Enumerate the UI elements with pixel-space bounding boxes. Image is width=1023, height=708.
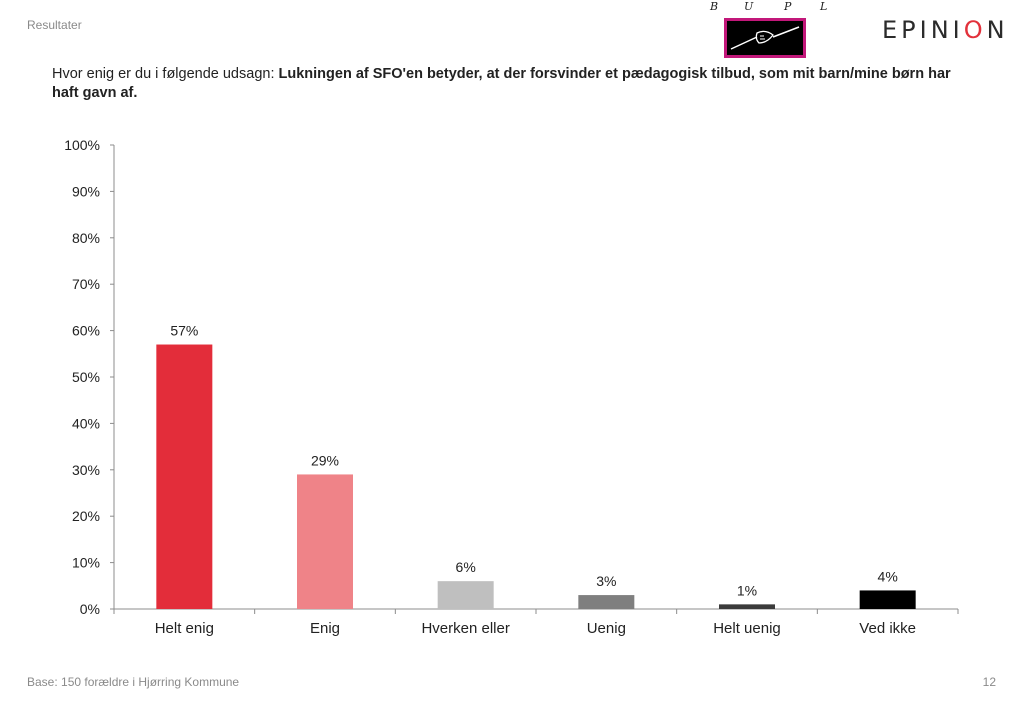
y-tick-label: 70% — [72, 276, 100, 292]
data-label: 6% — [456, 559, 476, 575]
bar — [859, 590, 916, 609]
y-tick-label: 60% — [72, 323, 100, 339]
y-tick-label: 50% — [72, 369, 100, 385]
bar — [156, 344, 213, 609]
section-label: Resultater — [27, 18, 82, 32]
y-tick-label: 30% — [72, 462, 100, 478]
bupl-letter: B — [710, 0, 719, 13]
y-tick-label: 90% — [72, 183, 100, 199]
epinion-logo-text: EPINI — [882, 16, 964, 44]
epinion-logo-accent: O — [963, 16, 987, 44]
data-label: 57% — [170, 323, 198, 339]
category-label: Uenig — [587, 620, 626, 637]
question-statement: Lukningen af SFO'en betyder, at der fors… — [52, 66, 951, 101]
bupl-letter: L — [820, 0, 828, 13]
data-label: 29% — [311, 452, 339, 468]
footer-base: Base: 150 forældre i Hjørring Kommune — [27, 675, 240, 689]
handshake-icon — [724, 18, 806, 58]
bupl-logo: B U P L — [700, 0, 830, 64]
epinion-logo-text-end: N — [986, 16, 1009, 44]
bar — [437, 581, 494, 609]
category-label: Enig — [310, 620, 340, 637]
y-tick-label: 80% — [72, 230, 100, 246]
data-label: 1% — [737, 582, 757, 598]
bupl-letters: B U P L — [700, 0, 830, 16]
bar — [578, 595, 635, 609]
bar — [297, 474, 353, 609]
y-tick-label: 40% — [72, 415, 100, 431]
y-tick-label: 20% — [72, 508, 100, 524]
page-number: 12 — [982, 675, 996, 689]
bupl-letter: U — [744, 0, 754, 13]
category-label: Hverken eller — [421, 620, 509, 637]
epinion-logo: EPINION — [882, 16, 1009, 44]
category-label: Helt enig — [155, 620, 214, 637]
bupl-letter: P — [784, 0, 792, 13]
category-label: Ved ikke — [859, 620, 916, 637]
bar — [719, 604, 775, 609]
y-tick-label: 10% — [72, 555, 100, 571]
data-label: 3% — [596, 573, 616, 589]
question-prefix: Hvor enig er du i følgende udsagn: — [52, 66, 279, 82]
question-text: Hvor enig er du i følgende udsagn: Lukni… — [52, 65, 952, 103]
data-label: 4% — [878, 568, 898, 584]
category-label: Helt uenig — [713, 620, 781, 637]
y-tick-label: 0% — [80, 601, 100, 617]
y-tick-label: 100% — [64, 137, 100, 153]
